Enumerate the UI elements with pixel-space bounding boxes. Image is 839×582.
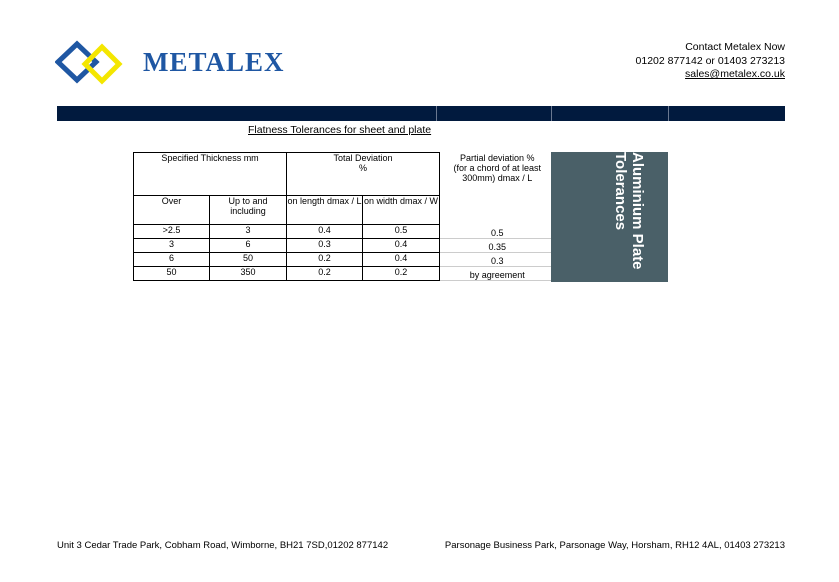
table-row: 3 6 0.3 0.4 0.35 (133, 238, 555, 253)
cell-partial: 0.5 (439, 224, 555, 239)
cell-upto: 6 (209, 238, 287, 253)
contact-title: Contact Metalex Now (685, 41, 785, 53)
cell-upto: 3 (209, 224, 287, 239)
cell-upto: 50 (209, 252, 287, 267)
header-width: on width dmax / W (362, 195, 440, 225)
cell-width: 0.4 (362, 238, 440, 253)
cell-over: 3 (133, 238, 210, 253)
cell-partial: 0.35 (439, 238, 555, 253)
cell-length: 0.2 (286, 266, 363, 281)
cell-over: 50 (133, 266, 210, 281)
header-bar (57, 106, 785, 121)
table-row: 50 350 0.2 0.2 by agreement (133, 266, 555, 281)
header-thickness: Specified Thickness mm (133, 152, 287, 196)
side-label: Aluminium Plate Tolerances (612, 152, 646, 270)
footer-left: Unit 3 Cedar Trade Park, Cobham Road, Wi… (57, 540, 389, 551)
contact-phones: 01202 877142 or 01403 273213 (635, 54, 785, 67)
cell-width: 0.5 (362, 224, 440, 239)
cell-over: 6 (133, 252, 210, 267)
table-row: >2.5 3 0.4 0.5 0.5 (133, 224, 555, 239)
cell-partial: 0.3 (439, 252, 555, 267)
email-link[interactable]: sales@metalex.co.uk (685, 68, 785, 80)
cell-width: 0.4 (362, 252, 440, 267)
table-row: 6 50 0.2 0.4 0.3 (133, 252, 555, 267)
header-length: on length dmax / L (286, 195, 363, 225)
cell-width: 0.2 (362, 266, 440, 281)
header-upto: Up to and including (209, 195, 287, 225)
cell-length: 0.3 (286, 238, 363, 253)
flatness-table: Specified Thickness mm Total Deviation %… (133, 152, 555, 281)
metalex-logo (55, 40, 123, 85)
header-over: Over (133, 195, 210, 225)
cell-length: 0.4 (286, 224, 363, 239)
side-label-panel: Aluminium Plate Tolerances (551, 152, 668, 282)
cell-over: >2.5 (133, 224, 210, 239)
table-title: Flatness Tolerances for sheet and plate (248, 124, 432, 136)
header-total-deviation: Total Deviation % (286, 152, 440, 196)
cell-partial: by agreement (439, 266, 555, 281)
cell-length: 0.2 (286, 252, 363, 267)
brand-name: METALEX (143, 47, 285, 77)
contact-block: Contact Metalex Now 01202 877142 or 0140… (636, 41, 785, 82)
footer-right: Parsonage Business Park, Parsonage Way, … (444, 540, 785, 551)
header-partial-deviation: Partial deviation % (for a chord of at l… (453, 152, 542, 183)
cell-upto: 350 (209, 266, 287, 281)
